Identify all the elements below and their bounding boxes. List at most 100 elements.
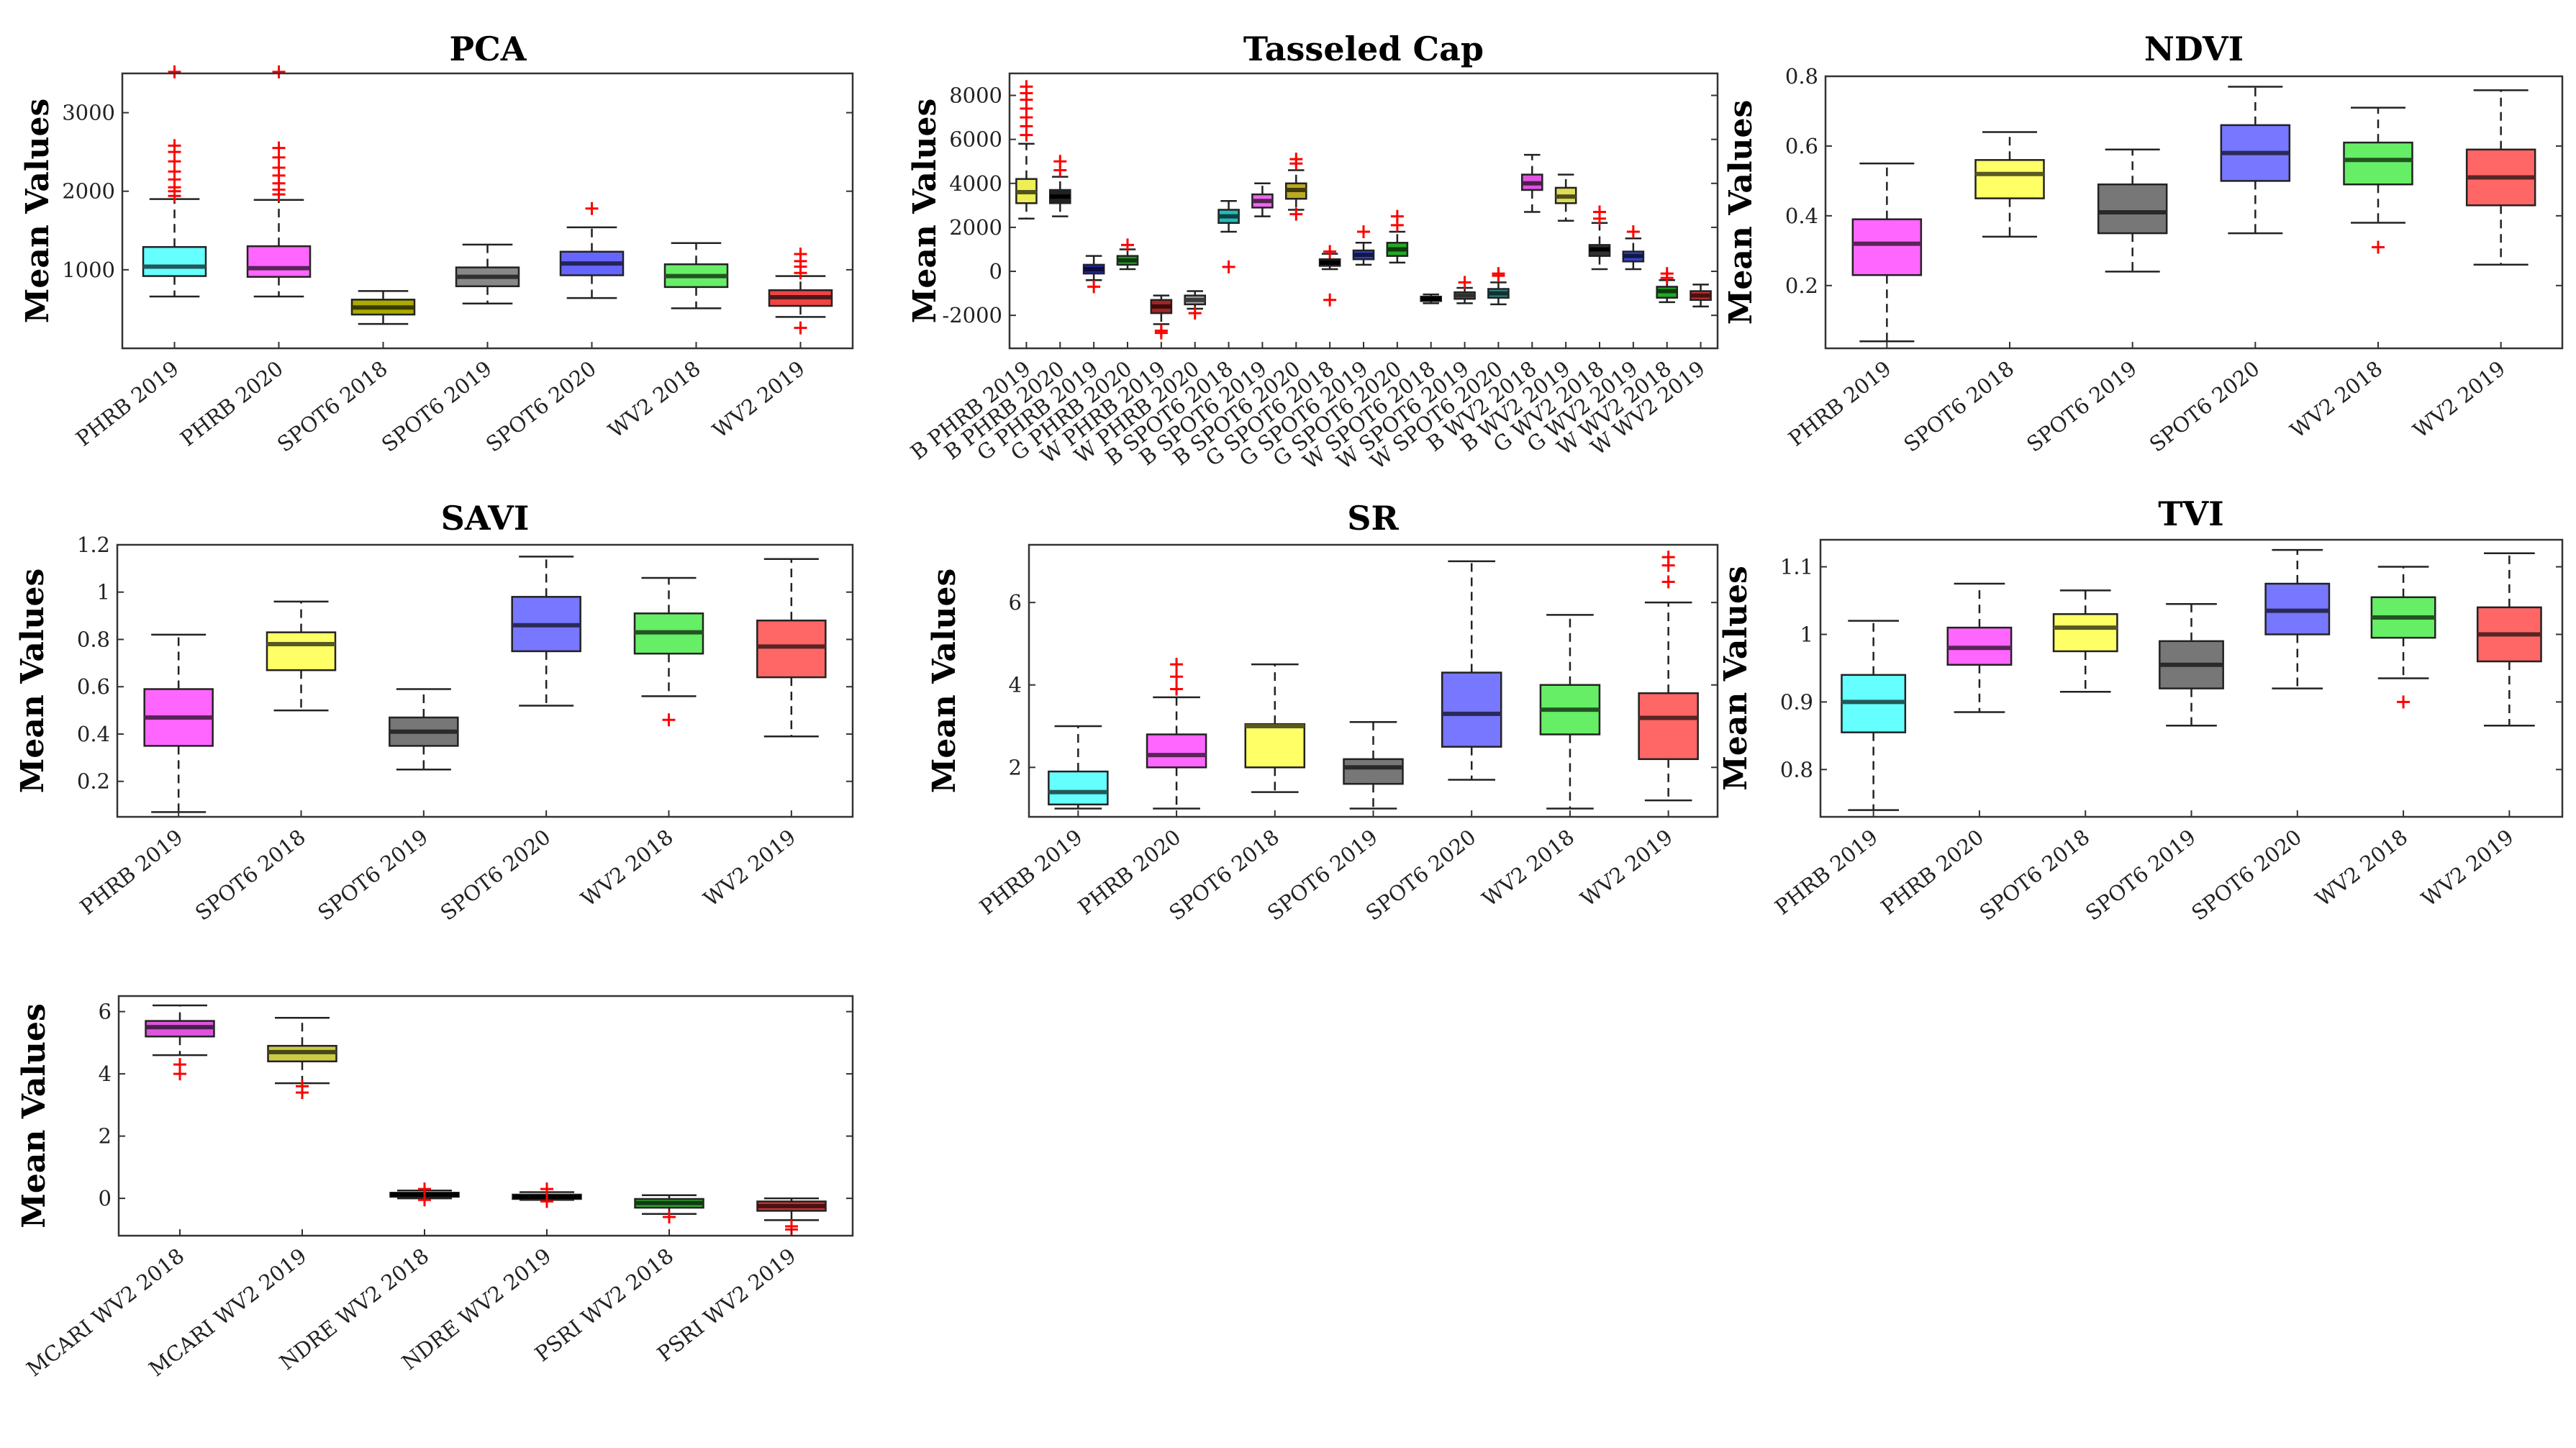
x-tick-label: SPOT6 2019 — [377, 356, 496, 457]
box-body — [1343, 758, 1404, 785]
box-4 — [512, 1182, 582, 1208]
box-2 — [1146, 658, 1207, 810]
x-tick-label: SPOT6 2020 — [2187, 825, 2306, 926]
y-tick-label: 0 — [99, 1186, 112, 1211]
outlier-marker — [1390, 209, 1404, 223]
box-2 — [1048, 155, 1071, 217]
y-tick-label: 0.2 — [77, 769, 110, 794]
outlier-marker — [1323, 293, 1337, 307]
outlier-marker — [1593, 205, 1606, 219]
box-2 — [1974, 131, 2045, 238]
outlier-marker — [2397, 695, 2411, 709]
box-18 — [1588, 205, 1611, 271]
x-tick-label: PHRB 2019 — [1784, 356, 1896, 451]
box-2 — [1946, 582, 2013, 713]
y-tick-label: 1 — [1800, 622, 1813, 646]
axes-frame — [121, 72, 854, 350]
chart-title: SR — [1347, 499, 1399, 538]
chart-panel-4: SAVI Mean Values 0.2 0.4 0.6 0.8 1 1.2 PHRB 2019… — [14, 499, 854, 926]
x-tick-label: WV2 2018 — [2285, 356, 2387, 443]
outlier-marker — [794, 248, 807, 261]
box-19 — [1622, 225, 1645, 271]
y-axis-label: Mean Values — [1718, 566, 1754, 791]
x-tick-label: WV2 2018 — [1477, 825, 1579, 912]
y-axis-label: Mean Values — [1723, 100, 1759, 325]
box-body — [1244, 723, 1306, 769]
outlier-marker — [1222, 260, 1235, 273]
y-axis-label: Mean Values — [16, 1003, 53, 1228]
box-body — [142, 245, 207, 277]
x-tick-label: SPOT6 2018 — [1975, 825, 2095, 926]
outlier-marker — [1458, 276, 1471, 289]
x-tick-label: WV2 2019 — [699, 825, 800, 912]
outlier-marker — [296, 1080, 309, 1093]
box-3 — [2097, 148, 2168, 273]
y-axis-label: Mean Values — [926, 569, 963, 794]
chart-title: SAVI — [441, 499, 530, 538]
x-tick-label: WV2 2018 — [604, 356, 705, 443]
outlier-marker — [1660, 271, 1674, 285]
y-tick-label: 4000 — [949, 171, 1002, 196]
y-tick-label: 0.8 — [1785, 64, 1818, 89]
y-tick-label: 1.1 — [1780, 555, 1813, 579]
box-body — [2343, 141, 2413, 186]
box-6 — [2370, 566, 2436, 709]
box-12 — [1386, 209, 1409, 264]
x-tick-label: SPOT6 2018 — [273, 356, 392, 457]
outlier-marker — [662, 713, 676, 727]
box-body — [1851, 218, 1923, 276]
outlier-marker — [168, 65, 181, 78]
y-tick-label: 2000 — [62, 179, 115, 204]
outlier-marker — [1170, 658, 1184, 671]
outlier-marker — [1357, 225, 1370, 239]
outlier-marker — [1188, 307, 1202, 320]
box-1 — [1851, 162, 1923, 343]
outlier-marker — [2372, 240, 2385, 254]
box-body — [2097, 183, 2168, 235]
box-4 — [455, 243, 520, 305]
box-5 — [1150, 294, 1173, 340]
y-tick-label: 4 — [99, 1062, 112, 1086]
box-2 — [246, 65, 312, 298]
x-tick-label: WV2 2019 — [1576, 825, 1677, 912]
y-tick-label: -2000 — [942, 303, 1002, 327]
axes-frame — [1008, 72, 1719, 350]
box-6 — [756, 1197, 827, 1236]
box-1 — [145, 1004, 215, 1081]
box-body — [1974, 159, 2045, 199]
box-3 — [350, 290, 416, 325]
x-tick-label: WV2 2019 — [2417, 825, 2518, 912]
outlier-marker — [1661, 551, 1675, 564]
outlier-marker — [585, 202, 599, 215]
box-body — [756, 619, 827, 679]
x-tick-label: SPOT6 2019 — [2081, 825, 2200, 926]
y-tick-label: 6000 — [949, 127, 1002, 152]
y-tick-label: 2 — [99, 1124, 112, 1149]
box-3 — [1082, 255, 1105, 294]
axes-frame — [116, 543, 854, 818]
y-tick-label: 0.8 — [77, 627, 110, 651]
x-tick-label: SPOT6 2020 — [1361, 825, 1481, 926]
box-16 — [1520, 153, 1543, 213]
outlier-marker — [1087, 280, 1101, 294]
outlier-marker — [1626, 225, 1640, 239]
box-1 — [1048, 725, 1109, 810]
box-10 — [1318, 245, 1341, 307]
box-3 — [389, 1182, 460, 1207]
x-tick-label: WV2 2019 — [708, 356, 809, 443]
box-21 — [1690, 284, 1712, 308]
chart-panel-2: Tasseled Cap Mean Values-2000 0 2000 4000 600… — [906, 30, 1719, 474]
y-tick-label: 0.6 — [1785, 134, 1818, 158]
box-15 — [1487, 267, 1510, 306]
box-11 — [1352, 225, 1375, 266]
chart-title: Tasseled Cap — [1243, 30, 1484, 68]
y-tick-label: 1000 — [62, 258, 115, 282]
box-5 — [1441, 560, 1502, 781]
outlier-marker — [540, 1182, 553, 1196]
box-4 — [2159, 602, 2224, 727]
x-tick-label: PHRB 2019 — [76, 825, 188, 920]
x-tick-label: PHRB 2019 — [975, 825, 1087, 920]
box-5 — [2343, 107, 2413, 254]
box-4 — [2220, 86, 2291, 235]
